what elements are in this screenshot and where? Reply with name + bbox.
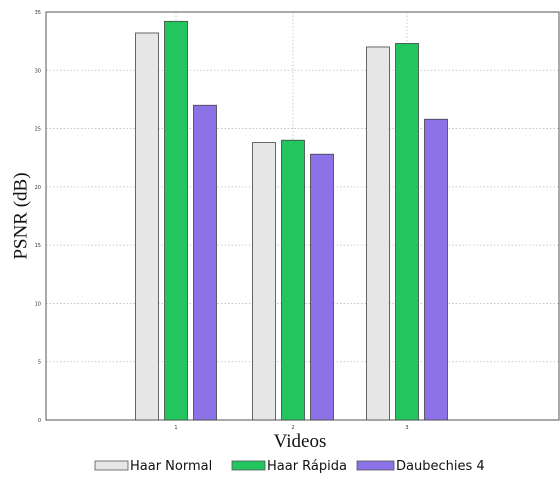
y-tick-label: 0 <box>38 418 41 424</box>
y-axis-label: PSNR (dB) <box>11 172 32 259</box>
bars <box>135 20 448 421</box>
bar-daubechies-4-2 <box>310 153 334 421</box>
x-tick-label: 2 <box>291 425 294 431</box>
legend-label: Haar Normal <box>130 459 212 474</box>
legend-swatch <box>356 460 395 471</box>
y-tick-label: 20 <box>35 185 41 191</box>
y-tick-label: 15 <box>35 243 41 249</box>
x-tick-labels: 1 2 3 <box>174 425 408 431</box>
y-tick-labels: 0 5 10 15 20 25 30 35 <box>35 10 41 424</box>
x-axis-label: Videos <box>274 431 327 452</box>
y-tick-label: 25 <box>35 127 41 133</box>
y-tick-label: 30 <box>35 68 41 74</box>
bar-haar-r-pida-3 <box>395 43 419 421</box>
legend-label: Daubechies 4 <box>396 459 485 474</box>
x-tick-label: 3 <box>405 425 408 431</box>
legend-label: Haar Rápida <box>267 459 347 474</box>
x-tick-label: 1 <box>174 425 177 431</box>
bar-haar-r-pida-1 <box>164 20 188 421</box>
y-tick-label: 5 <box>38 360 41 366</box>
legend: Haar Normal Haar Rápida Daubechies 4 <box>94 459 485 474</box>
legend-swatch <box>94 460 129 471</box>
bar-daubechies-4-3 <box>424 118 448 421</box>
bar-haar-normal-2 <box>252 142 276 421</box>
bar-haar-r-pida-2 <box>281 139 305 421</box>
legend-swatch <box>231 460 266 471</box>
y-tick-label: 35 <box>35 10 41 16</box>
bar-haar-normal-1 <box>135 32 159 421</box>
bar-haar-normal-3 <box>366 46 390 421</box>
y-tick-label: 10 <box>35 301 41 307</box>
bar-daubechies-4-1 <box>193 104 217 421</box>
